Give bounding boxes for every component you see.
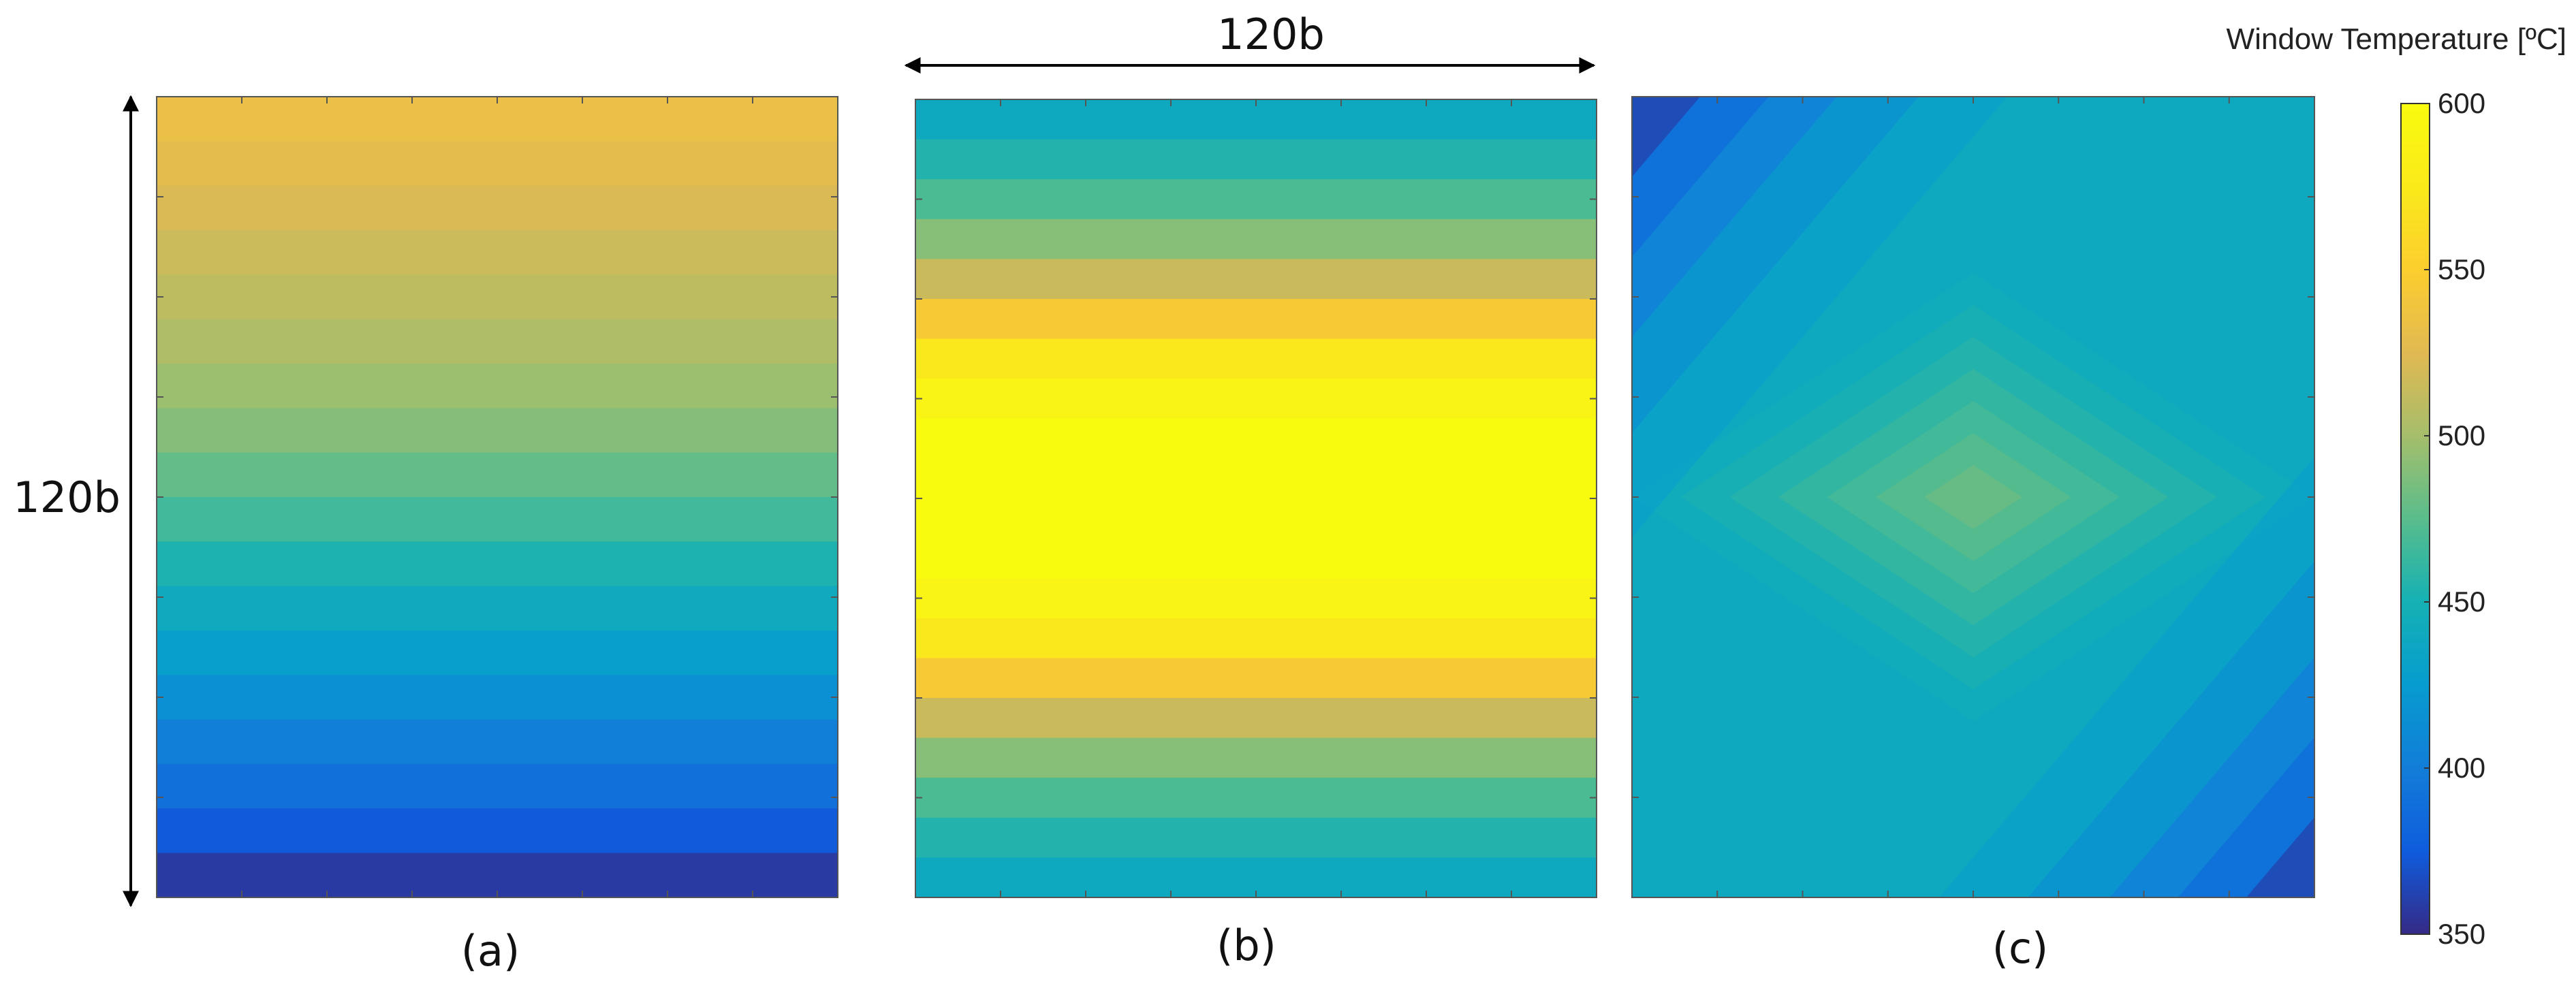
colorbar-ticks: 350 400 450 500 550 600 bbox=[2424, 87, 2485, 950]
width-dimension: 120b bbox=[904, 10, 1596, 74]
panel-a-band bbox=[157, 319, 838, 364]
panel-b-band bbox=[915, 219, 1597, 259]
panel-c-corner-bottom-right bbox=[2178, 737, 2314, 897]
panel-a-label: (a) bbox=[461, 926, 520, 976]
colorbar-tick-label: 350 bbox=[2438, 918, 2485, 950]
panel-c-heatmap bbox=[1632, 97, 2314, 897]
panel-b-band bbox=[915, 179, 1597, 220]
width-label: 120b bbox=[1217, 10, 1325, 59]
panel-b-band bbox=[915, 458, 1597, 499]
panel-a-band bbox=[157, 541, 838, 587]
colorbar-tick-label: 600 bbox=[2438, 87, 2485, 119]
panel-b-band bbox=[915, 338, 1597, 379]
panel-a-band bbox=[157, 719, 838, 765]
panel-b-band bbox=[915, 578, 1597, 619]
panel-b-heatmap bbox=[915, 99, 1597, 898]
panel-b-band bbox=[915, 418, 1597, 459]
panel-a-band bbox=[157, 185, 838, 231]
panel-a-band bbox=[157, 586, 838, 631]
colorbar-tick-label: 500 bbox=[2438, 419, 2485, 451]
height-label: 120b bbox=[13, 473, 121, 522]
panel-c-contour bbox=[1924, 464, 2022, 530]
colorbar-tick-label: 450 bbox=[2438, 586, 2485, 618]
panel-b: (b) bbox=[915, 99, 1597, 970]
colorbar: Window Temperature [ºC] 350 400 450 500 550 6… bbox=[2227, 22, 2566, 950]
panel-c-corner-top-left bbox=[1632, 97, 1701, 177]
colorbar-tick-label: 550 bbox=[2438, 253, 2485, 285]
colorbar-ramp bbox=[2400, 103, 2430, 935]
colorbar-title: Window Temperature [ºC] bbox=[2227, 22, 2566, 56]
panel-a-band bbox=[157, 274, 838, 320]
panel-b-label: (b) bbox=[1216, 921, 1276, 970]
colorbar-tick-label: 400 bbox=[2438, 752, 2485, 784]
panel-b-band bbox=[915, 498, 1597, 539]
panel-b-band bbox=[915, 618, 1597, 658]
panel-a-ticks bbox=[157, 97, 838, 897]
panel-a-heatmap bbox=[157, 97, 838, 898]
panel-b-ticks bbox=[915, 99, 1597, 897]
panel-a-band bbox=[157, 808, 838, 854]
panel-b-band bbox=[915, 538, 1597, 579]
panel-b-band bbox=[915, 259, 1597, 300]
panel-a-band bbox=[157, 97, 838, 142]
panel-c: (c) bbox=[1631, 96, 2315, 973]
panel-b-band bbox=[915, 299, 1597, 340]
panel-a-band bbox=[157, 675, 838, 720]
height-dimension: 120b bbox=[13, 95, 139, 908]
panel-b-band bbox=[915, 379, 1597, 419]
panel-b-band bbox=[915, 817, 1597, 858]
panel-b-band bbox=[915, 778, 1597, 818]
panel-c-label: (c) bbox=[1992, 923, 2048, 973]
panel-a-band bbox=[157, 497, 838, 542]
panel-a-band bbox=[157, 364, 838, 409]
panel-b-band bbox=[915, 139, 1597, 180]
panel-c-corner-bottom-right bbox=[2246, 817, 2314, 897]
panel-a-band bbox=[157, 631, 838, 675]
panel-a-band bbox=[157, 141, 838, 187]
panel-a-band bbox=[157, 764, 838, 809]
panel-a-band bbox=[157, 452, 838, 498]
panel-b-band bbox=[915, 737, 1597, 778]
panel-a-band bbox=[157, 852, 838, 898]
panel-a-band bbox=[157, 230, 838, 275]
panel-b-band bbox=[915, 698, 1597, 739]
panel-c-corner-top-left bbox=[1632, 97, 1769, 257]
panel-b-band bbox=[915, 658, 1597, 699]
panel-a: (a) bbox=[156, 96, 838, 976]
panel-c-ticks bbox=[1632, 97, 2314, 897]
panel-a-band bbox=[157, 408, 838, 453]
